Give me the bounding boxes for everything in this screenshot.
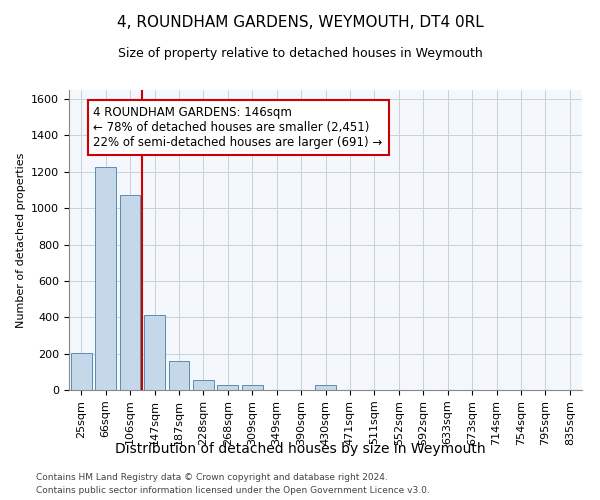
Bar	[119, 194, 140, 390]
Text: Contains HM Land Registry data © Crown copyright and database right 2024.: Contains HM Land Registry data © Crown c…	[36, 472, 388, 482]
Text: 4, ROUNDHAM GARDENS, WEYMOUTH, DT4 0RL: 4, ROUNDHAM GARDENS, WEYMOUTH, DT4 0RL	[116, 15, 484, 30]
Y-axis label: Number of detached properties: Number of detached properties	[16, 152, 26, 328]
Bar	[95, 168, 116, 390]
Text: 4 ROUNDHAM GARDENS: 146sqm
← 78% of detached houses are smaller (2,451)
22% of s: 4 ROUNDHAM GARDENS: 146sqm ← 78% of deta…	[94, 106, 383, 150]
Text: Size of property relative to detached houses in Weymouth: Size of property relative to detached ho…	[118, 48, 482, 60]
Text: Contains public sector information licensed under the Open Government Licence v3: Contains public sector information licen…	[36, 486, 430, 495]
Bar	[193, 380, 214, 390]
Bar	[169, 361, 190, 390]
Text: Distribution of detached houses by size in Weymouth: Distribution of detached houses by size …	[115, 442, 485, 456]
Bar	[242, 386, 263, 390]
Bar	[217, 384, 238, 390]
Bar	[315, 386, 336, 390]
Bar	[144, 316, 165, 390]
Bar	[71, 352, 92, 390]
